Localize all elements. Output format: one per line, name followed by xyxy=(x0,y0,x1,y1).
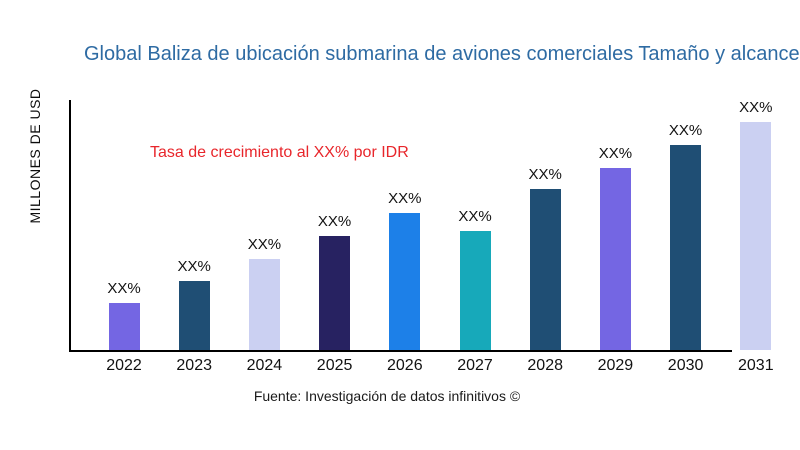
y-axis-label: MILLONES DE USD xyxy=(27,88,43,224)
x-tick-2023: 2023 xyxy=(176,357,212,374)
bar-value-label-2030: XX% xyxy=(668,122,703,139)
x-axis-line xyxy=(69,350,732,352)
bar-2030 xyxy=(670,145,702,350)
bar-2024 xyxy=(248,259,280,350)
y-axis-line xyxy=(69,100,71,352)
bar-value-label-2027: XX% xyxy=(458,208,492,225)
bar-value-label-2025: XX% xyxy=(317,213,352,230)
bar-2029 xyxy=(599,168,631,350)
chart-title: Global Baliza de ubicación submarina de … xyxy=(84,43,800,65)
bar-2026 xyxy=(389,213,421,350)
bar-2028 xyxy=(529,189,561,350)
x-tick-2022: 2022 xyxy=(106,357,142,374)
x-tick-2028: 2028 xyxy=(527,357,563,374)
x-tick-2027: 2027 xyxy=(457,357,493,374)
bar-value-label-2028: XX% xyxy=(528,166,562,183)
x-tick-2024: 2024 xyxy=(246,357,283,374)
bar-2027 xyxy=(459,231,491,350)
x-tick-2026: 2026 xyxy=(387,357,423,374)
source-text: Fuente: Investigación de datos infinitiv… xyxy=(253,388,521,404)
bar-value-label-2023: XX% xyxy=(177,258,211,275)
bar-2031 xyxy=(740,122,772,350)
bar-2023 xyxy=(178,281,210,350)
bar-value-label-2026: XX% xyxy=(388,190,422,207)
bar-value-label-2031: XX% xyxy=(739,99,773,116)
bar-2022 xyxy=(108,303,140,350)
x-tick-2029: 2029 xyxy=(597,357,634,374)
bar-2025 xyxy=(319,236,351,350)
bar-value-label-2029: XX% xyxy=(598,145,633,162)
x-tick-2031: 2031 xyxy=(738,357,774,374)
bar-value-label-2024: XX% xyxy=(247,236,282,253)
growth-rate-annotation: Tasa de crecimiento al XX% por IDR xyxy=(150,144,409,161)
x-tick-2030: 2030 xyxy=(667,357,704,374)
bar-value-label-2022: XX% xyxy=(107,280,141,297)
x-tick-2025: 2025 xyxy=(316,357,353,374)
